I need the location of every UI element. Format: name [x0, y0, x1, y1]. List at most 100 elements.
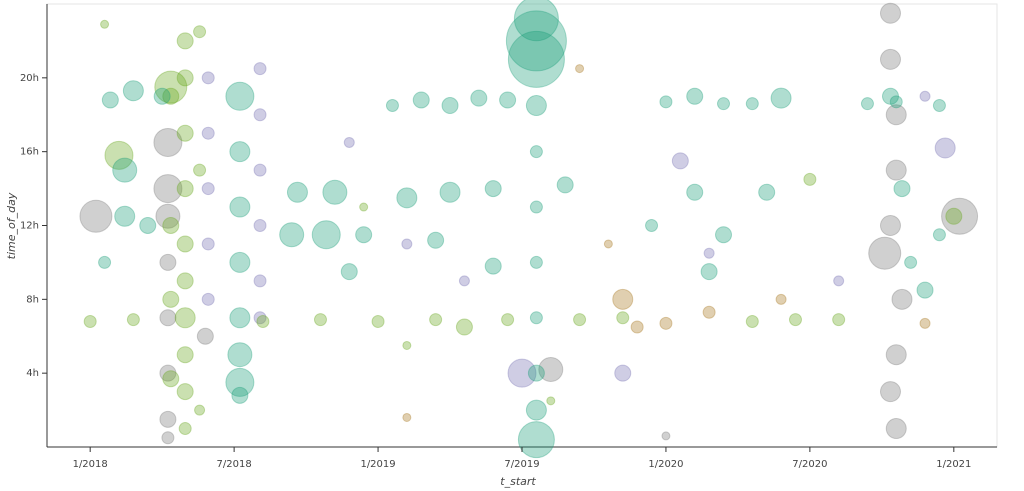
- point: [279, 222, 305, 248]
- point: [174, 307, 196, 329]
- point: [879, 381, 901, 403]
- point: [659, 316, 673, 330]
- point: [286, 181, 308, 203]
- point: [703, 247, 715, 259]
- point: [201, 182, 215, 196]
- point: [879, 48, 901, 70]
- point: [881, 87, 899, 105]
- point: [153, 174, 183, 204]
- point: [98, 255, 112, 269]
- point: [803, 172, 817, 186]
- point: [162, 370, 180, 388]
- point: [253, 62, 267, 76]
- point: [313, 313, 327, 327]
- point: [885, 418, 907, 440]
- point: [885, 104, 907, 126]
- point: [385, 99, 399, 113]
- point: [507, 358, 537, 388]
- point: [227, 342, 253, 368]
- point: [614, 364, 632, 382]
- point: [427, 231, 445, 249]
- point: [893, 180, 911, 198]
- point: [256, 314, 270, 328]
- point: [196, 327, 214, 345]
- point: [546, 396, 556, 406]
- point: [176, 235, 194, 253]
- point: [112, 157, 138, 183]
- point: [253, 274, 267, 288]
- point: [201, 237, 215, 251]
- point: [717, 97, 731, 111]
- x-tick-label: 7/2020: [792, 459, 827, 470]
- point: [101, 91, 119, 109]
- y-tick-label: 20h: [20, 73, 39, 84]
- point: [458, 275, 470, 287]
- point: [507, 30, 565, 88]
- point: [429, 313, 443, 327]
- x-axis-label: t_start: [500, 475, 536, 488]
- point: [686, 87, 704, 105]
- point: [402, 340, 412, 350]
- point: [455, 318, 473, 336]
- point: [176, 346, 194, 364]
- point: [529, 145, 543, 159]
- point: [538, 356, 564, 382]
- point: [229, 307, 251, 329]
- point: [832, 313, 846, 327]
- point: [193, 25, 207, 39]
- point: [176, 180, 194, 198]
- point: [412, 91, 430, 109]
- point: [788, 313, 802, 327]
- points: [79, 0, 979, 459]
- point: [371, 314, 385, 328]
- point: [178, 422, 192, 436]
- point: [126, 313, 140, 327]
- point: [525, 399, 547, 421]
- point: [159, 309, 177, 327]
- point: [322, 179, 348, 205]
- point: [891, 288, 913, 310]
- point: [932, 99, 946, 113]
- point: [159, 253, 177, 271]
- point: [83, 314, 97, 328]
- x-tick-label: 1/2019: [360, 459, 395, 470]
- point: [659, 95, 673, 109]
- point: [225, 81, 255, 111]
- point: [176, 69, 194, 87]
- point: [176, 32, 194, 50]
- point: [201, 292, 215, 306]
- point: [885, 344, 907, 366]
- y-tick-label: 8h: [26, 294, 39, 305]
- point: [919, 90, 931, 102]
- point: [162, 87, 180, 105]
- point: [745, 97, 759, 111]
- point: [402, 412, 412, 422]
- point: [616, 311, 630, 325]
- point: [645, 219, 659, 232]
- point: [904, 255, 918, 269]
- point: [401, 238, 413, 250]
- point: [176, 272, 194, 290]
- point: [176, 383, 194, 401]
- point: [945, 207, 963, 225]
- point: [396, 187, 418, 209]
- point: [885, 159, 907, 181]
- x-tick-label: 7/2018: [217, 459, 252, 470]
- point: [176, 124, 194, 142]
- point: [879, 215, 901, 236]
- x-tick-label: 1/2018: [73, 459, 108, 470]
- point: [355, 226, 373, 244]
- point: [770, 87, 792, 109]
- point: [194, 404, 206, 416]
- point: [501, 313, 515, 327]
- point: [671, 152, 689, 170]
- point: [525, 95, 547, 117]
- point: [253, 163, 267, 177]
- x-tick-label: 1/2020: [648, 459, 683, 470]
- point: [79, 199, 113, 233]
- point: [612, 288, 634, 310]
- point: [441, 97, 459, 115]
- point: [916, 281, 934, 299]
- point: [505, 10, 567, 72]
